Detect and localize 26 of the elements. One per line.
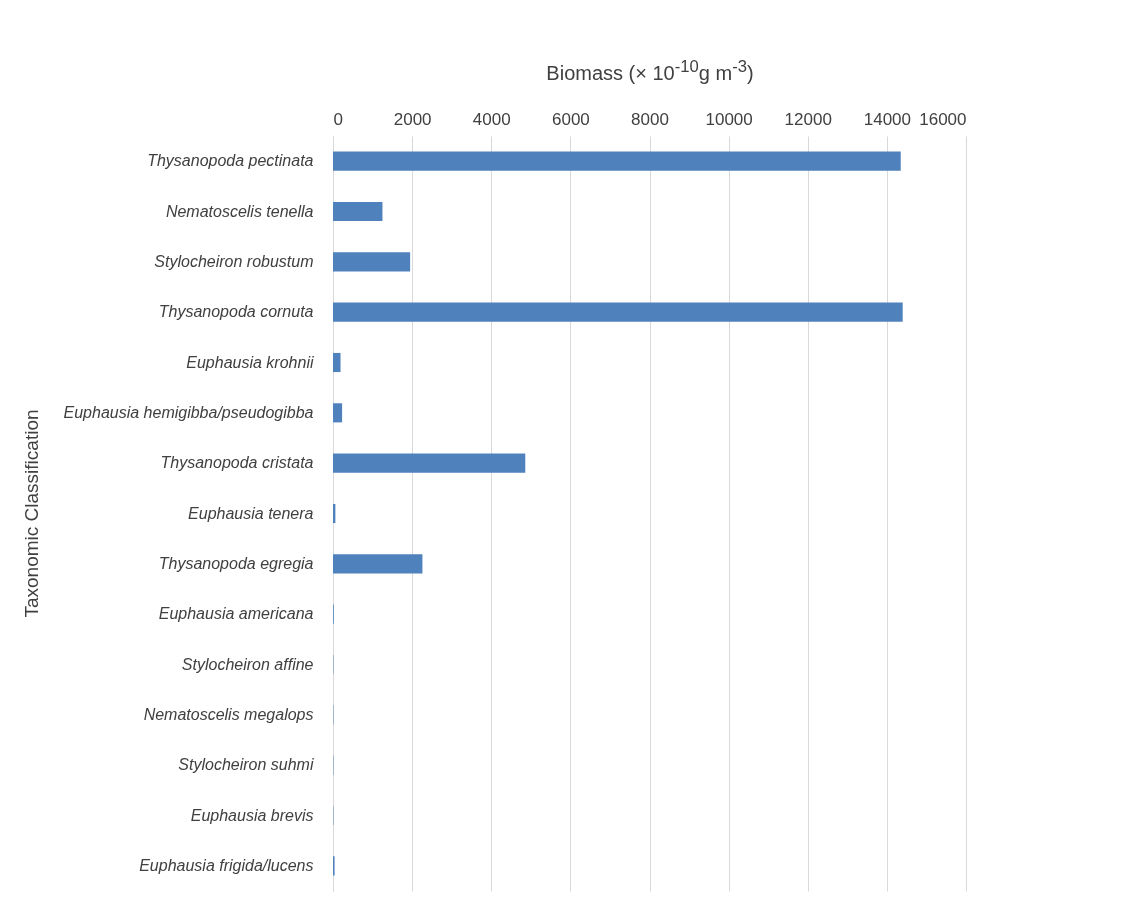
x-tick-label: 8000: [631, 109, 669, 129]
x-tick-label: 0: [333, 109, 343, 129]
y-tick-label: Thysanopoda cristata: [160, 454, 314, 472]
y-axis-title: Taxonomic Classification: [20, 409, 42, 618]
y-tick-label: Nematoscelis tenella: [165, 202, 314, 220]
y-tick-label: Euphausia hemigibba/pseudogibba: [63, 403, 314, 421]
y-tick-label: Stylocheiron robustum: [154, 252, 314, 270]
y-tick-label: Stylocheiron suhmi: [178, 756, 314, 774]
x-tick-label: 16000: [919, 109, 967, 129]
x-tick-label: 12000: [784, 109, 832, 129]
y-tick-label: Thysanopoda pectinata: [147, 152, 314, 170]
y-tick-label: Euphausia frigida/lucens: [139, 856, 314, 874]
x-tick-label: 6000: [551, 109, 590, 129]
y-tick-label: Stylocheiron affine: [181, 655, 314, 673]
y-tick-label: Euphausia brevis: [190, 806, 314, 824]
y-tick-label: Euphausia tenera: [188, 504, 314, 522]
y-tick-label: Euphausia krohnii: [186, 353, 314, 371]
y-tick-label: Euphausia americana: [158, 605, 314, 623]
x-tick-label: 4000: [472, 109, 511, 129]
x-tick-label: 10000: [705, 109, 753, 129]
x-tick-label: 2000: [393, 109, 432, 129]
x-axis-title: Biomass (× 10$^{-10}$g m$^{-3}$): [545, 56, 755, 85]
y-tick-label: Thysanopoda egregia: [158, 554, 314, 572]
y-tick-label: Thysanopoda cornuta: [158, 303, 314, 321]
y-tick-label: Nematoscelis megalops: [143, 705, 314, 723]
x-tick-label: 14000: [863, 109, 912, 129]
